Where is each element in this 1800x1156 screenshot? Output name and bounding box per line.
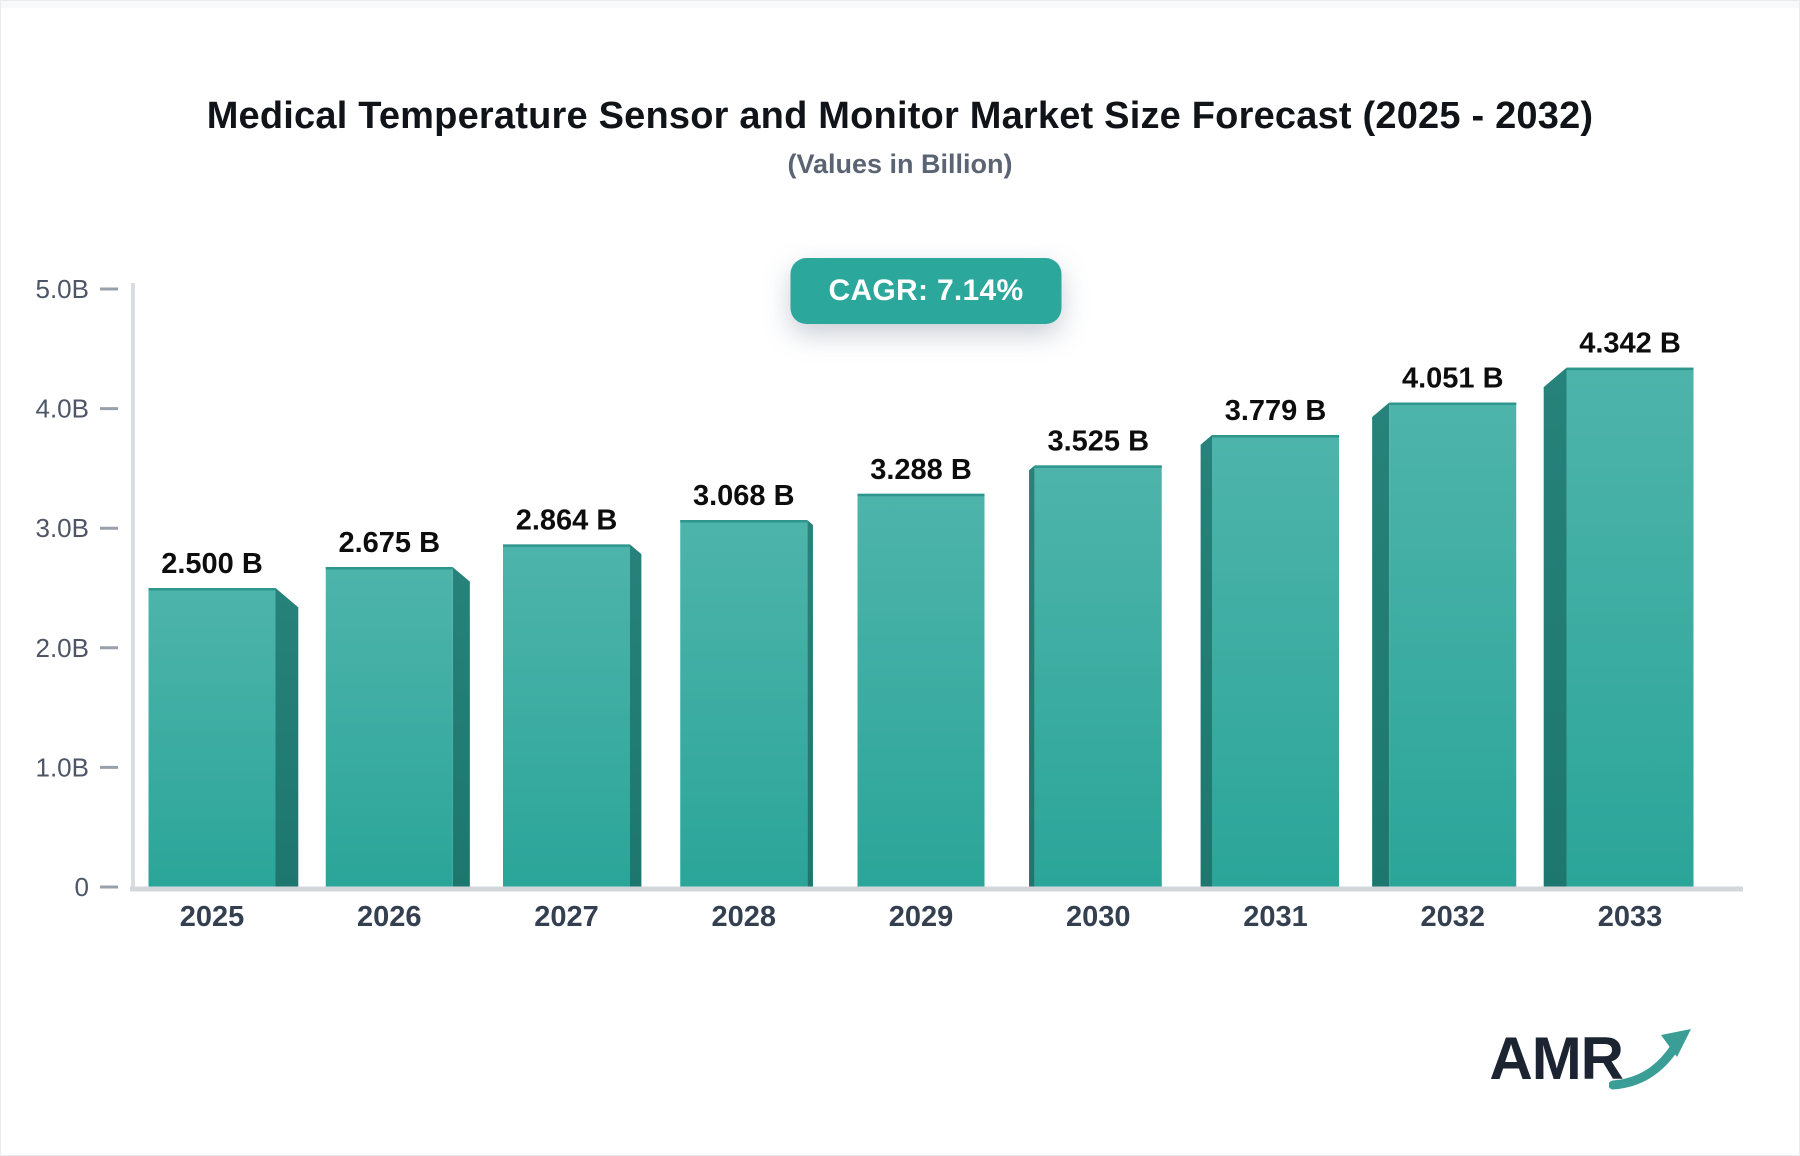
bar-value-label: 3.288 B xyxy=(870,454,972,486)
bar-side-2032 xyxy=(1372,402,1390,887)
bar-2028 xyxy=(680,520,808,887)
amr-logo: AMR xyxy=(1489,1029,1701,1091)
bar-2032 xyxy=(1389,402,1517,887)
bar-side-2028 xyxy=(807,520,813,887)
bar-2026 xyxy=(325,567,453,887)
bar-value-label: 2.864 B xyxy=(516,504,618,536)
x-tick-label: 2033 xyxy=(1598,901,1663,933)
x-tick-label: 2029 xyxy=(889,901,954,933)
bar-2029 xyxy=(857,493,985,887)
bar-value-label: 3.068 B xyxy=(693,480,795,512)
bar-side-2026 xyxy=(452,567,470,887)
bar-side-2027 xyxy=(630,544,642,887)
bar-2025 xyxy=(148,588,276,887)
page-subtitle: (Values in Billion) xyxy=(787,149,1013,179)
x-tick-label: 2025 xyxy=(180,901,245,933)
page-title: Medical Temperature Sensor and Monitor M… xyxy=(206,95,1594,137)
x-tick-label: 2032 xyxy=(1420,901,1485,933)
y-tick-label: 3.0B xyxy=(36,513,90,543)
bar-2027 xyxy=(503,544,630,887)
bar-value-label: 2.675 B xyxy=(338,527,440,559)
top-edge-strip xyxy=(1,1,1799,8)
y-tick-label: 5.0B xyxy=(36,274,90,304)
cagr-badge: CAGR: 7.14% xyxy=(790,258,1062,324)
y-tick-label: 0 xyxy=(75,872,89,902)
x-tick-label: 2026 xyxy=(357,901,422,933)
bar-side-2031 xyxy=(1200,435,1212,887)
bar-side-2030 xyxy=(1029,465,1035,887)
bar-2030 xyxy=(1034,465,1162,887)
bar-value-label: 3.525 B xyxy=(1047,425,1149,457)
bar-value-label: 3.779 B xyxy=(1225,395,1327,427)
bar-side-2033 xyxy=(1543,367,1567,888)
amr-logo-text: AMR xyxy=(1489,1025,1624,1092)
x-tick-label: 2028 xyxy=(711,901,776,933)
bar-2031 xyxy=(1212,435,1339,887)
bar-side-2025 xyxy=(275,588,299,887)
x-tick-label: 2031 xyxy=(1243,901,1308,933)
y-tick-label: 4.0B xyxy=(36,394,90,424)
bar-2033 xyxy=(1566,367,1694,888)
growth-arrow-icon xyxy=(1609,1029,1691,1090)
bar-value-label: 2.500 B xyxy=(161,548,263,580)
bar-value-label: 4.342 B xyxy=(1579,328,1681,360)
x-tick-label: 2030 xyxy=(1066,901,1131,933)
x-tick-label: 2027 xyxy=(534,901,599,933)
bar-value-label: 4.051 B xyxy=(1402,363,1504,395)
y-tick-label: 1.0B xyxy=(36,752,90,782)
y-tick-label: 2.0B xyxy=(36,633,90,663)
